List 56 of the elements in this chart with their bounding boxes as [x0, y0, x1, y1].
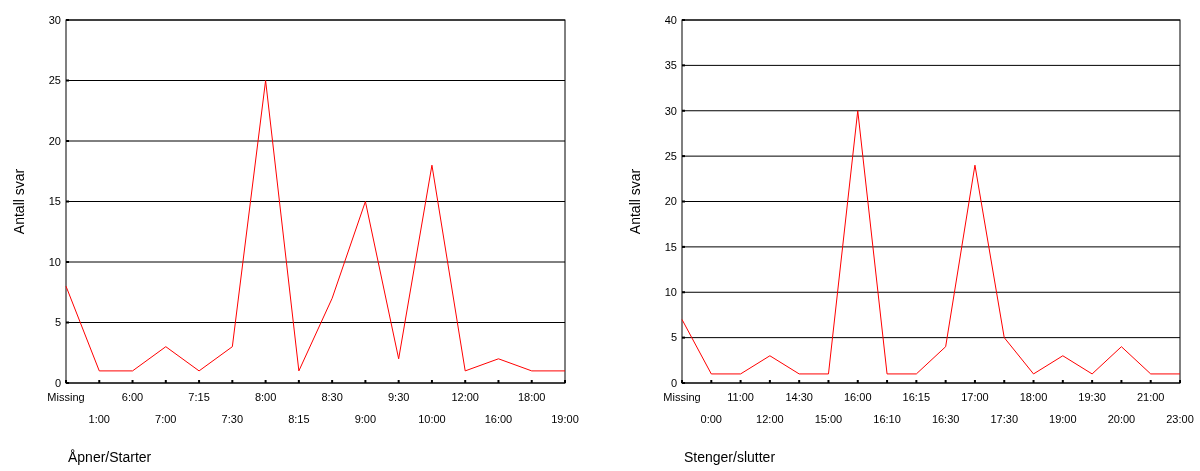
x-tick-label: 23:00: [1166, 413, 1194, 425]
x-tick-label: 1:00: [88, 413, 110, 425]
y-tick-label: 20: [664, 195, 677, 208]
x-tick-label: 16:00: [484, 413, 513, 425]
x-tick-label: 18:00: [517, 391, 546, 403]
y-tick-label: 15: [48, 195, 61, 208]
x-tick-label: 16:10: [873, 413, 901, 425]
x-tick-label: 17:30: [990, 413, 1018, 425]
x-tick-label: 14:30: [785, 391, 813, 403]
y-tick-label: 20: [48, 134, 61, 147]
x-tick-label: Missing: [663, 391, 701, 403]
x-tick-label: 8:15: [288, 413, 310, 425]
y-tick-label: 10: [664, 286, 677, 299]
x-tick-label: 10:00: [418, 413, 446, 425]
x-tick-label: 11:00: [727, 391, 754, 403]
y-tick-label: 10: [48, 255, 61, 268]
x-tick-label: 8:00: [254, 391, 277, 403]
y-axis-title: Antall svar: [627, 168, 643, 235]
y-axis-title: Antall svar: [11, 168, 27, 235]
x-tick-label: 9:30: [387, 391, 410, 403]
y-tick-label: 15: [664, 240, 677, 253]
x-tick-label: 7:00: [155, 413, 177, 425]
x-tick-label: 9:00: [354, 413, 377, 425]
x-tick-label: 12:00: [756, 413, 784, 425]
x-tick-label: 19:30: [1078, 391, 1106, 403]
y-tick-label: 5: [54, 316, 61, 329]
y-tick-label: 40: [664, 13, 677, 26]
x-axis-title: Åpner/Starter: [68, 449, 152, 465]
x-tick-label: 6:00: [121, 391, 144, 403]
x-tick-label: 8:30: [321, 391, 343, 403]
line-series: [65, 80, 566, 372]
x-tick-label: 7:15: [188, 391, 210, 403]
x-tick-label: 16:15: [902, 391, 931, 403]
x-tick-label: Missing: [47, 391, 85, 403]
y-tick-label: 35: [664, 59, 677, 72]
x-tick-label: 12:00: [451, 391, 479, 403]
y-tick-label: 25: [48, 74, 61, 87]
x-tick-label: 17:00: [961, 391, 989, 403]
x-tick-label: 0:00: [700, 413, 723, 425]
y-tick-label: 25: [664, 149, 677, 162]
y-tick-label: 30: [48, 13, 61, 26]
y-tick-label: 5: [670, 331, 677, 344]
x-tick-label: 7:30: [221, 413, 244, 425]
x-tick-label: 15:00: [814, 413, 843, 425]
x-tick-label: 21:00: [1136, 391, 1165, 403]
x-tick-label: 19:00: [1049, 413, 1077, 425]
x-tick-label: 16:00: [844, 391, 872, 403]
y-tick-label: 0: [670, 376, 677, 389]
x-tick-label: 19:00: [551, 413, 579, 425]
line-series: [681, 110, 1181, 375]
x-tick-label: 18:00: [1019, 391, 1048, 403]
x-tick-label: 20:00: [1107, 413, 1136, 425]
x-axis-title: Stenger/slutter: [684, 449, 776, 465]
y-tick-label: 0: [54, 376, 61, 389]
x-tick-label: 16:30: [931, 413, 960, 425]
y-tick-label: 30: [664, 104, 677, 117]
